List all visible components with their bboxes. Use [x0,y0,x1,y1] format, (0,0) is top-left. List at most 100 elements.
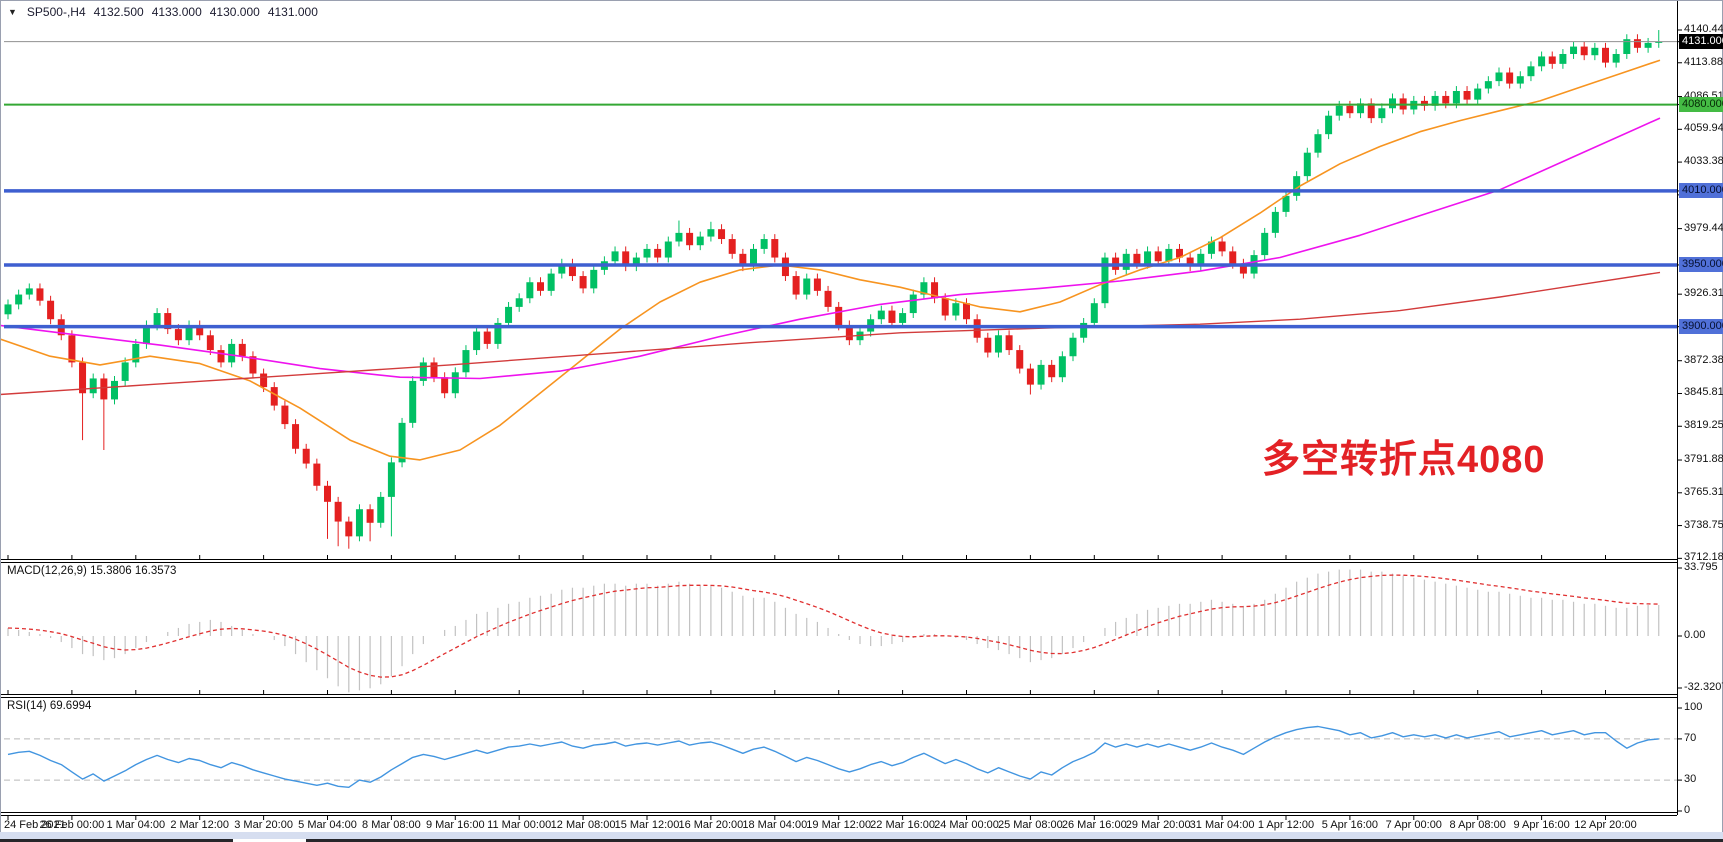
macd-axis-label: -32.3207 [1684,681,1723,693]
candle-up [994,335,1002,353]
candle-down [270,387,278,406]
candle-down [973,319,981,338]
candle-up [750,248,757,267]
candle-up [1655,41,1663,43]
time-axis-label: 9 Apr 16:00 [1513,819,1570,831]
candle-down [483,331,491,344]
time-axis-label: 9 Mar 16:00 [425,819,485,831]
candle-down [654,248,662,258]
candle-down [302,448,310,464]
candle-down [196,325,204,336]
candle-up [185,325,193,341]
candle-up [1357,103,1365,114]
candle-down [1133,253,1141,264]
candle-down [1442,95,1450,104]
candle-up [25,288,33,295]
rsi-axis-label: 70 [1684,731,1697,744]
candle-down [728,239,736,254]
candle-up [1037,364,1045,385]
candle-down [1580,46,1588,56]
candle-up [1314,134,1322,153]
candle-down [824,290,832,307]
candle-up [409,380,417,423]
candle-down [941,298,949,316]
candle-up [1389,98,1396,109]
status-strip [0,832,1723,842]
candle-down [260,373,268,388]
candle-up [1474,88,1482,100]
candle-down [206,335,214,351]
candle-down [1602,47,1609,63]
macd-axis-label: 0.00 [1684,629,1706,641]
candle-down [781,257,789,277]
candle-up [1271,211,1279,233]
candle-up [803,278,811,295]
candle-down [686,232,694,246]
chart-title-bar: ▼ SP500-,H4 4132.500 4133.000 4130.000 4… [8,4,318,20]
current-price-tag: 4131.000 [1679,33,1723,49]
candle-up [451,372,459,394]
candle-down [568,263,576,277]
price-axis-label: 4113.880 [1684,55,1723,68]
time-axis-label: 24 Mar 00:00 [934,819,999,831]
candle-down [100,378,108,400]
candle-up [1484,81,1492,89]
candle-up [153,313,161,326]
candle-down [813,278,821,291]
price-axis-label: 4033.380 [1684,155,1723,168]
candle-up [675,232,683,242]
candle-up [111,380,118,400]
candle-up [643,248,651,258]
rsi-line [7,725,1659,788]
candle-down [1633,39,1641,48]
candle-down [79,362,87,394]
candle-down [1346,105,1354,114]
candle-up [1559,53,1567,64]
candle-down [345,521,353,537]
candle-down [366,509,374,523]
candle-up [877,310,885,320]
price-level-tag-blue: 3900.000 [1679,318,1723,334]
chart-annotation-text: 多空转折点4080 [1262,439,1546,481]
candle-down [792,276,800,295]
candle-up [473,331,481,351]
candle-up [4,304,12,315]
candle-up [1623,39,1631,54]
candle-up [909,294,917,314]
candle-up [515,298,523,307]
horizontal-scrollbar-thumb[interactable] [233,839,306,842]
candle-down [164,313,172,330]
price-axis-label: 3872.380 [1684,353,1723,366]
candle-down [537,282,544,291]
price-axis-label: 3979.445 [1684,221,1723,234]
rsi-axis-label: 100 [1684,701,1703,713]
candle-up [1207,241,1215,254]
candle-up [387,462,395,497]
ohlc-close: 4131.000 [267,5,318,19]
candle-up [1165,248,1173,262]
price-axis-label: 3819.250 [1684,419,1723,432]
candle-up [547,273,555,291]
candle-down [845,325,853,341]
candle-down [1176,248,1183,258]
candle-down [771,239,779,258]
chart-dropdown-icon[interactable]: ▼ [8,7,17,17]
candle-down [1239,263,1247,274]
candle-down [430,362,438,378]
candle-up [1644,42,1652,48]
candle-up [760,239,768,249]
candle-down [1420,100,1428,106]
time-axis-label: 5 Mar 04:00 [298,819,357,831]
horizontal-scrollbar-track[interactable] [0,839,1723,842]
candle-up [664,241,672,258]
macd-indicator-label: MACD(12,26,9) 15.3806 16.3573 [7,565,177,577]
candle-up [590,269,598,289]
time-axis-label: 8 Mar 08:00 [362,819,421,831]
candle-up [132,343,140,363]
price-axis-label: 3926.315 [1684,287,1723,300]
candle-up [1090,303,1098,323]
time-axis-label: 2 Mar 12:00 [170,819,230,831]
candle-up [15,294,23,305]
